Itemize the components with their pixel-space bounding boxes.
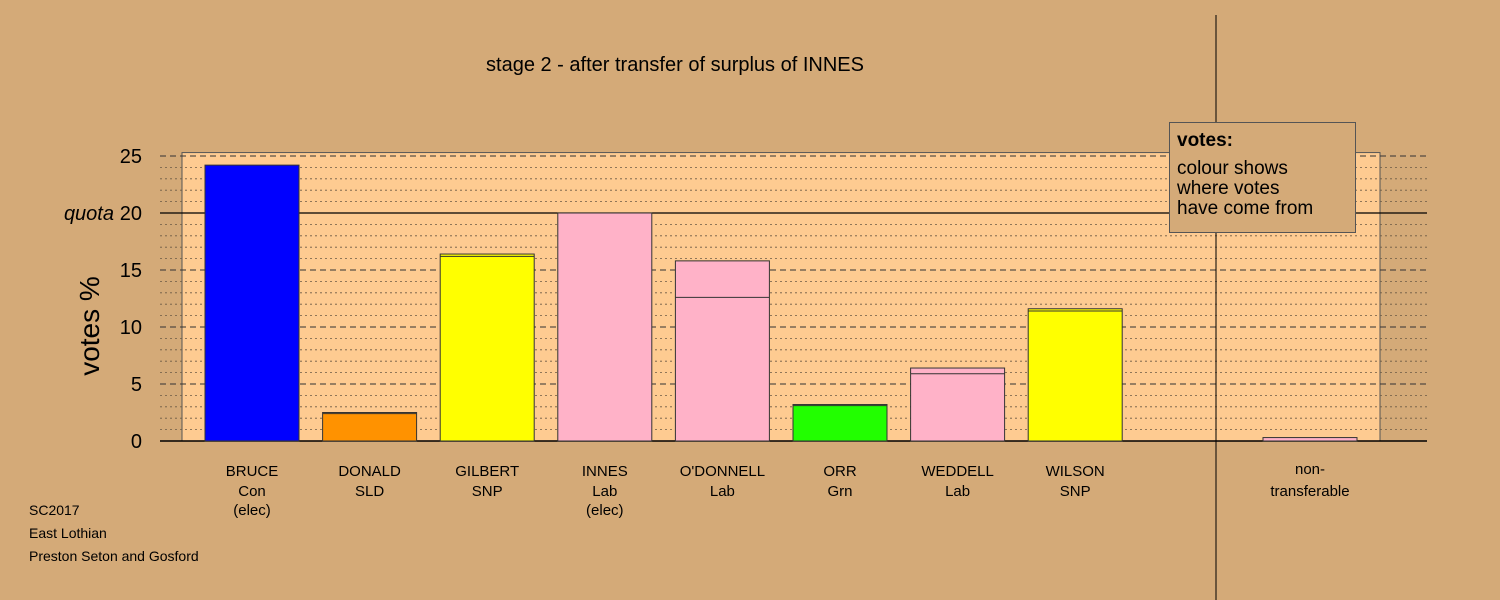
x-tick-note: (elec): [586, 502, 624, 519]
x-tick-party: Lab: [592, 483, 617, 500]
bar: [1027, 308, 1123, 442]
x-tick-party: Lab: [710, 483, 735, 500]
quota-label: quota: [64, 203, 114, 225]
y-tick-label: 25: [120, 146, 142, 168]
x-tick-party: SNP: [1060, 483, 1091, 500]
chart-title: stage 2 - after transfer of surplus of I…: [486, 54, 864, 76]
x-tick-label: O'DONNELL: [680, 463, 765, 480]
legend-box: votes: colour shows where votes have com…: [1169, 122, 1356, 233]
y-tick-label: 10: [120, 317, 142, 339]
x-tick-label: INNES: [582, 463, 628, 480]
bar: [322, 412, 418, 442]
x-tick-party: Con: [238, 483, 266, 500]
legend-title: votes:: [1177, 130, 1233, 151]
footer-council: East Lothian: [29, 525, 107, 541]
x-tick-party: SLD: [355, 483, 384, 500]
bar: [792, 404, 888, 442]
x-tick-label: GILBERT: [455, 463, 519, 480]
x-tick-party: SNP: [472, 483, 503, 500]
bar: [439, 253, 535, 442]
y-tick-label: 15: [120, 260, 142, 282]
bar: [674, 260, 770, 442]
legend-line: colour shows: [1177, 158, 1288, 179]
footer-election: SC2017: [29, 502, 80, 518]
bar-nontransferable: [1262, 437, 1358, 442]
legend-line: where votes: [1177, 178, 1280, 199]
x-tick-party: Lab: [945, 483, 970, 500]
y-axis-label: votes %: [74, 276, 105, 376]
x-tick-label-nontransferable: transferable: [1270, 483, 1349, 500]
x-tick-label: WEDDELL: [921, 463, 994, 480]
x-tick-label: BRUCE: [226, 463, 279, 480]
x-tick-note: (elec): [233, 502, 271, 519]
legend-line: have come from: [1177, 198, 1314, 219]
y-tick-label: 0: [131, 431, 142, 453]
y-tick-label: 20: [120, 203, 142, 225]
x-tick-party: Grn: [827, 483, 852, 500]
x-tick-label: ORR: [823, 463, 857, 480]
bar: [910, 367, 1006, 442]
bar: [557, 212, 653, 442]
y-tick-label: 5: [131, 374, 142, 396]
x-tick-label: DONALD: [338, 463, 401, 480]
x-tick-label-nontransferable: non-: [1295, 461, 1325, 478]
x-tick-label: WILSON: [1046, 463, 1105, 480]
footer-ward: Preston Seton and Gosford: [29, 548, 199, 564]
bar: [204, 164, 300, 442]
